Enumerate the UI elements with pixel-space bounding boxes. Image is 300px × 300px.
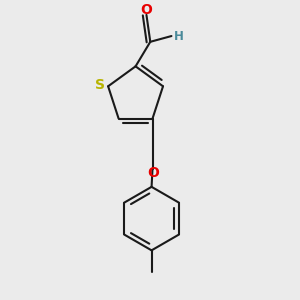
Text: H: H (174, 29, 184, 43)
Text: S: S (95, 78, 105, 92)
Text: O: O (140, 3, 152, 17)
Text: O: O (148, 167, 159, 180)
